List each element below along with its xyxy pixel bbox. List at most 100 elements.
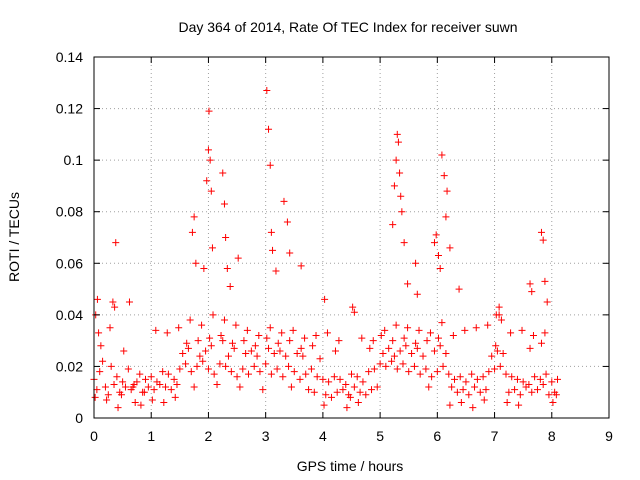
x-tick-label: 4 [319,428,327,444]
x-tick-label: 2 [205,428,213,444]
data-point [286,249,294,257]
data-point [333,388,341,396]
data-point [541,329,549,337]
tick-labels: 0 1 2 3 4 5 6 7 8 9 0 0.02 0.04 0.06 0.08 0.1 0.12 0.14 [56,49,613,444]
data-point [247,347,255,355]
data-point [219,169,227,177]
data-point [399,360,407,368]
y-tick-label: 0.1 [64,152,84,168]
data-point [436,342,444,350]
data-point [287,383,295,391]
data-point [301,334,309,342]
data-point [230,344,238,352]
data-point [415,326,423,334]
data-point [179,350,187,358]
data-point [163,329,171,337]
data-point [285,362,293,370]
data-point [365,368,373,376]
data-point [440,172,448,180]
data-point [537,228,545,236]
data-point [203,177,211,185]
data-point [331,347,339,355]
data-point [113,373,121,381]
data-point [359,378,367,386]
data-point [350,308,358,316]
data-point [101,383,109,391]
data-point [150,386,158,394]
data-point [188,228,196,236]
data-point [310,388,318,396]
data-point [245,370,252,378]
data-point [445,370,453,378]
data-point [389,337,397,345]
data-point [433,368,441,376]
x-tick-label: 7 [491,428,499,444]
data-point [222,234,230,241]
data-point [296,375,304,383]
data-point [404,280,412,288]
data-point [198,321,206,329]
data-point [192,259,200,267]
data-point [93,386,101,394]
data-point [526,344,534,352]
data-point [206,156,214,164]
data-point [389,221,397,229]
data-point [289,326,297,334]
data-point [342,380,350,388]
data-point [343,404,351,412]
data-point [358,334,366,342]
data-point [106,324,114,332]
data-point [259,386,267,394]
data-point [206,334,214,342]
data-point [152,326,160,334]
data-point [280,197,288,205]
data-point [224,352,232,360]
data-point [200,264,208,272]
data-point [390,352,398,360]
data-point [253,352,261,360]
data-point [184,344,192,352]
data-point [442,350,450,358]
data-point [499,350,507,358]
data-point [144,383,152,391]
data-point [533,386,541,394]
data-point [539,236,547,244]
data-point [194,337,202,345]
data-point [327,393,335,401]
data-point [313,373,321,381]
data-point [120,347,128,355]
data-point [350,383,358,391]
data-point [129,383,137,391]
data-point [412,339,420,347]
data-point [438,151,446,159]
data-point [507,329,515,337]
data-point [305,386,313,394]
data-point [204,146,212,154]
data-point [167,386,175,394]
data-point [175,324,183,332]
data-point [425,383,433,391]
data-point [173,380,181,388]
data-point [373,383,381,391]
data-point [471,383,479,391]
data-point [455,285,463,293]
data-point [140,388,148,396]
data-point [119,378,127,386]
data-point [379,350,387,358]
data-point [266,161,274,169]
data-point [207,187,215,195]
data-point [531,373,539,381]
data-point [208,244,216,252]
data-point [276,347,284,355]
data-point [402,342,410,350]
y-tick-label: 0.14 [56,49,83,65]
data-point [187,368,195,376]
data-point [216,360,224,368]
data-point [438,319,446,327]
data-point [335,337,343,345]
data-point [480,396,488,404]
data-point [442,213,450,221]
data-point [262,360,270,368]
data-point [93,295,101,303]
